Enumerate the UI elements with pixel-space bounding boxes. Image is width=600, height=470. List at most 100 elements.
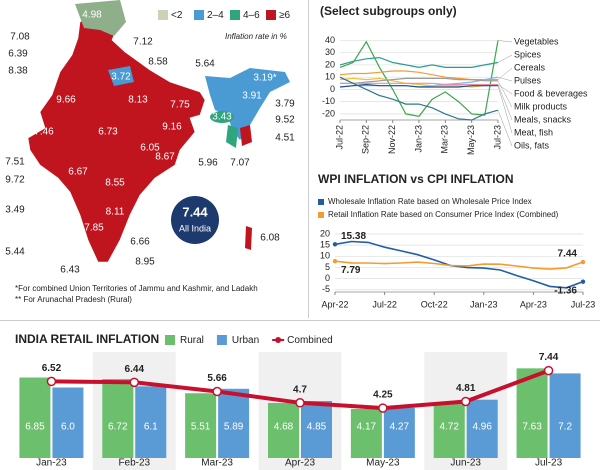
y-tick-label: -20: [322, 108, 335, 118]
region-value: 6.08: [260, 233, 280, 244]
footnote: *For combined Union Territories of Jammu…: [15, 284, 258, 293]
bar: [350, 409, 382, 458]
y-tick-label: 0: [325, 273, 330, 283]
x-tick-label: Sep-22: [361, 125, 371, 154]
legend-label: 4–6: [243, 10, 260, 21]
region-value: 7.08: [10, 32, 30, 43]
x-tick-label: Jun-23: [450, 458, 481, 469]
data-label: 7.44: [558, 249, 578, 260]
x-tick-label: Jul-22: [372, 299, 397, 309]
region-value: 9.16: [162, 122, 182, 133]
point: [46, 376, 57, 387]
map-northeast-patch: [210, 111, 234, 123]
y-tick-label: 0: [330, 84, 335, 94]
series-label: Meals, snacks: [514, 114, 572, 124]
region-value: 6.73: [98, 127, 118, 138]
point: [129, 377, 140, 388]
bar: [466, 399, 498, 458]
leader-line: [497, 40, 513, 43]
region-value: 6.66: [130, 237, 150, 248]
map-legend-note: Inflation rate in %: [225, 32, 287, 41]
data-label: 6.72: [108, 422, 128, 433]
point: [460, 396, 471, 407]
region-value: 6.67: [68, 167, 88, 178]
data-label: 6.44: [125, 364, 145, 375]
series-line: [340, 77, 498, 84]
data-label: 6.52: [42, 363, 62, 374]
x-tick-label: Nov-22: [387, 125, 397, 154]
series-line: [334, 260, 584, 270]
data-label: 6.1: [144, 422, 158, 433]
x-tick-label: Apr-23: [285, 458, 315, 469]
leader-line: [497, 84, 513, 121]
data-label: 7.63: [522, 422, 542, 433]
divider: [308, 0, 309, 318]
series-label: Meat, fish: [514, 127, 553, 137]
x-tick-label: Jan-23: [470, 299, 498, 309]
bar: [218, 388, 250, 458]
x-tick-label: Mar-23: [201, 458, 233, 469]
all-india-value: 7.44: [182, 204, 208, 219]
data-label: 4.27: [390, 422, 410, 433]
data-label: 4.68: [274, 422, 294, 433]
point: [543, 365, 554, 376]
data-label: 7.44: [539, 352, 559, 363]
bar: [135, 386, 167, 458]
data-label: 15.38: [341, 231, 366, 242]
region-value: 6.43: [60, 265, 80, 276]
region-value: 8.38: [8, 66, 28, 77]
x-tick-label: Jul-23: [571, 299, 596, 309]
x-tick-label: Oct-22: [421, 299, 448, 309]
series-line: [339, 56, 499, 69]
legend-swatch: [194, 10, 204, 20]
series-label: Oils, fats: [514, 140, 550, 150]
y-tick-label: 5: [325, 262, 330, 272]
chart-title: (Select subgroups only): [320, 4, 457, 18]
region-value: 3.19*: [253, 73, 276, 84]
series-label: Cereals: [514, 62, 546, 72]
data-label: 4.81: [456, 383, 476, 394]
bar: [52, 387, 84, 458]
data-label: 6.0: [61, 422, 75, 433]
y-tick-label: 10: [320, 251, 330, 261]
point: [212, 386, 222, 397]
region-value: 3.91: [242, 91, 262, 102]
x-tick-label: May-23: [366, 458, 400, 469]
legend-label: Combined: [287, 335, 333, 346]
point: [332, 259, 338, 264]
bar: [268, 403, 299, 458]
series-label: Vegetables: [514, 36, 559, 46]
region-value: 6.39: [8, 49, 28, 60]
map-northeast-patch: [240, 125, 252, 146]
point: [580, 259, 586, 265]
legend-label: ≥6: [279, 10, 290, 21]
y-tick-label: 30: [325, 47, 335, 57]
region-value: 5.96: [198, 158, 218, 169]
region-value: 5.44: [5, 247, 25, 258]
map: 7.44 All India Inflation rate in % *For …: [15, 0, 290, 304]
region-value: 7.51: [5, 157, 25, 168]
series-line: [339, 77, 499, 88]
region-value: 6.05: [140, 143, 160, 154]
map-islands: [245, 226, 252, 250]
x-tick-label: Jan-23: [413, 125, 423, 153]
y-tick-label: 40: [325, 35, 335, 45]
x-tick-label: Jan-23: [36, 458, 67, 469]
region-value: 4.51: [275, 133, 295, 144]
point: [332, 242, 338, 247]
region-value: 7.75: [170, 100, 190, 111]
x-tick-label: Apr-22: [321, 299, 348, 309]
region-value: 3.79: [275, 99, 295, 110]
chart-title: INDIA RETAIL INFLATION: [15, 332, 159, 346]
y-tick-label: -5: [322, 284, 330, 294]
leader-line: [497, 54, 513, 63]
data-label: 5.66: [207, 373, 227, 384]
region-value: 5.64: [195, 59, 215, 70]
legend-label: Rural: [180, 335, 204, 346]
legend-swatch: [216, 335, 227, 345]
series-label: Food & beverages: [514, 88, 588, 98]
x-tick-label: Jul-22: [334, 125, 344, 150]
map-mainland: [27, 7, 206, 263]
point: [295, 398, 305, 408]
